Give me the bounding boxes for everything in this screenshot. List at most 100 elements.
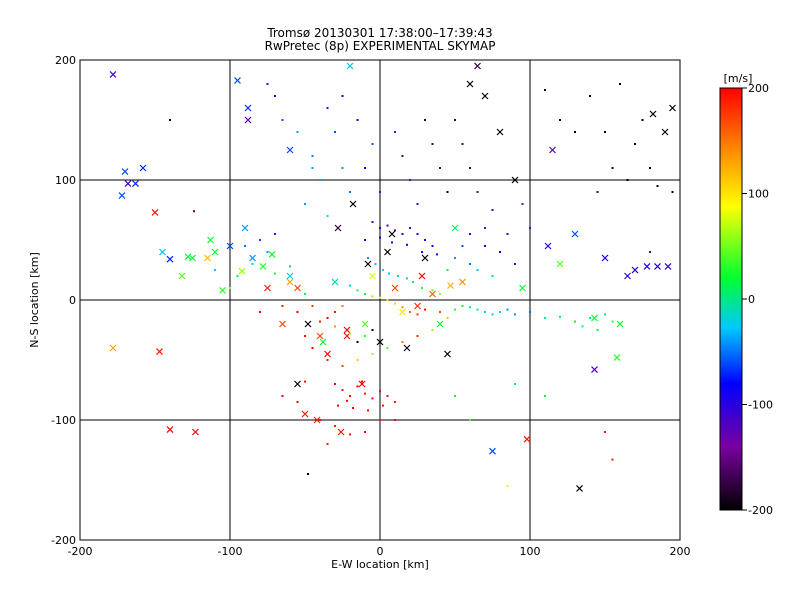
dot-marker <box>409 227 411 229</box>
dot-marker <box>341 389 344 391</box>
dot-marker <box>296 401 299 403</box>
cross-marker <box>156 348 163 356</box>
dot-marker <box>401 155 404 157</box>
axes: -200 -100 0 100 200 -200 -100 0 100 200 <box>51 54 690 558</box>
cross-marker <box>616 320 624 328</box>
dot-marker <box>634 143 636 145</box>
colorbar-tick-label: 200 <box>748 82 769 95</box>
dot-marker <box>334 425 336 427</box>
dot-marker <box>364 335 366 337</box>
cross-marker <box>414 302 421 310</box>
dot-marker <box>461 245 464 247</box>
dot-marker <box>307 473 309 475</box>
cross-marker <box>481 92 489 100</box>
dot-marker <box>461 305 464 307</box>
dot-marker <box>454 257 456 259</box>
dot-marker <box>406 243 408 246</box>
dot-marker <box>379 390 381 393</box>
cross-marker <box>324 350 331 358</box>
cross-marker <box>376 338 384 346</box>
dot-marker <box>341 167 344 169</box>
colorbar-gradient <box>719 87 743 511</box>
dot-marker <box>401 306 404 309</box>
dot-marker <box>244 245 246 247</box>
dot-marker <box>529 311 531 313</box>
dot-marker <box>589 317 591 319</box>
cross-marker <box>337 428 345 436</box>
cross-marker <box>664 262 672 270</box>
cross-marker <box>166 426 174 434</box>
dot-marker <box>514 263 516 265</box>
dot-marker <box>334 325 336 328</box>
dot-marker <box>559 119 561 121</box>
cross-marker <box>466 80 474 88</box>
cross-marker <box>591 314 598 322</box>
dot-marker <box>169 119 171 121</box>
x-tick-label: 0 <box>377 545 384 558</box>
dot-marker <box>356 385 359 388</box>
dot-marker <box>416 203 419 205</box>
dot-marker <box>356 289 359 292</box>
dot-marker <box>319 179 321 181</box>
dot-marker <box>406 277 408 280</box>
dot-marker <box>431 329 434 331</box>
dot-marker <box>671 191 674 193</box>
dot-marker <box>382 269 384 271</box>
dot-marker <box>341 305 344 307</box>
dot-marker <box>514 313 516 316</box>
cross-marker <box>331 278 339 286</box>
dot-marker <box>356 341 359 343</box>
dot-marker <box>304 335 306 337</box>
dot-marker <box>409 179 411 181</box>
dot-marker <box>371 143 374 145</box>
dot-marker <box>656 185 659 187</box>
cross-marker <box>189 254 196 262</box>
x-tick-label: -100 <box>218 545 243 558</box>
dot-marker <box>431 245 434 247</box>
cross-marker <box>451 224 459 232</box>
dot-marker <box>337 404 339 407</box>
cross-marker <box>286 146 294 154</box>
dot-marker <box>296 311 299 313</box>
dot-marker <box>574 320 576 323</box>
cross-marker <box>241 224 249 232</box>
dot-marker <box>349 332 351 335</box>
dot-marker <box>374 263 377 265</box>
cross-marker <box>346 62 354 70</box>
cross-marker <box>294 380 301 388</box>
x-tick-label: -200 <box>68 545 93 558</box>
dot-marker <box>367 409 369 412</box>
dot-marker <box>544 395 546 397</box>
x-tick-label: 100 <box>520 545 541 558</box>
dot-marker <box>514 383 516 385</box>
dot-marker <box>611 320 614 323</box>
dot-marker <box>349 433 351 436</box>
dot-marker <box>484 227 486 229</box>
dot-marker <box>604 431 606 433</box>
y-tick-label: 100 <box>55 174 76 187</box>
colorbar-tick-label: 0 <box>748 293 755 306</box>
dot-marker <box>371 353 374 355</box>
dot-marker <box>461 143 464 145</box>
colorbar-tick-label: 100 <box>748 188 769 201</box>
dot-marker <box>491 275 494 277</box>
colorbar: [m/s] 200 100 0 -100 -200 <box>719 72 773 517</box>
dot-marker <box>296 131 299 133</box>
cross-marker <box>654 262 661 270</box>
dot-marker <box>214 269 216 271</box>
dot-marker <box>281 119 284 121</box>
y-tick-label: -200 <box>51 534 76 547</box>
cross-marker <box>244 104 252 112</box>
dot-marker <box>446 269 449 271</box>
dot-marker <box>364 239 366 241</box>
dot-marker <box>379 191 381 193</box>
dot-marker <box>289 265 291 268</box>
cross-marker <box>211 248 219 256</box>
cross-marker <box>496 128 504 136</box>
colorbar-label: [m/s] <box>724 72 753 85</box>
dot-marker <box>421 287 423 289</box>
cross-marker <box>384 248 391 256</box>
cross-marker <box>444 350 451 358</box>
cross-marker <box>304 320 312 328</box>
cross-marker <box>238 267 246 275</box>
